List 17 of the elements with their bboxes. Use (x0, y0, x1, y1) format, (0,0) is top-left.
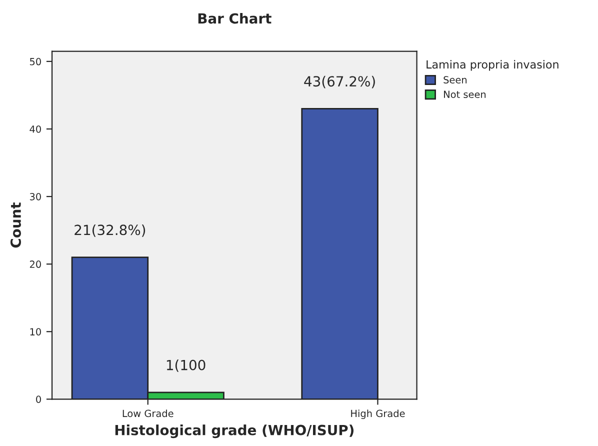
y-tick-label: 10 (30, 328, 41, 336)
data-label: 1(100 (166, 360, 206, 372)
y-axis-title: Count (10, 202, 21, 248)
x-tick-label: Low Grade (122, 410, 174, 418)
y-tick-label: 40 (30, 125, 41, 133)
y-tick-label: 30 (30, 193, 41, 200)
x-tick-label: High Grade (351, 410, 405, 419)
y-tick-label: 20 (30, 260, 41, 268)
data-label: 43(67.2%) (304, 76, 375, 88)
y-tick-label: 0 (36, 396, 41, 403)
data-label: 21(32.8%) (74, 224, 146, 237)
x-axis-title: Histological grade (WHO/ISUP) (115, 424, 354, 438)
y-tick-label: 50 (30, 58, 41, 66)
legend-label: Seen (444, 76, 467, 84)
chart-title: Bar Chart (198, 12, 272, 24)
legend-title: Lamina propria invasion (426, 60, 558, 71)
legend-label: Not seen (444, 90, 486, 98)
